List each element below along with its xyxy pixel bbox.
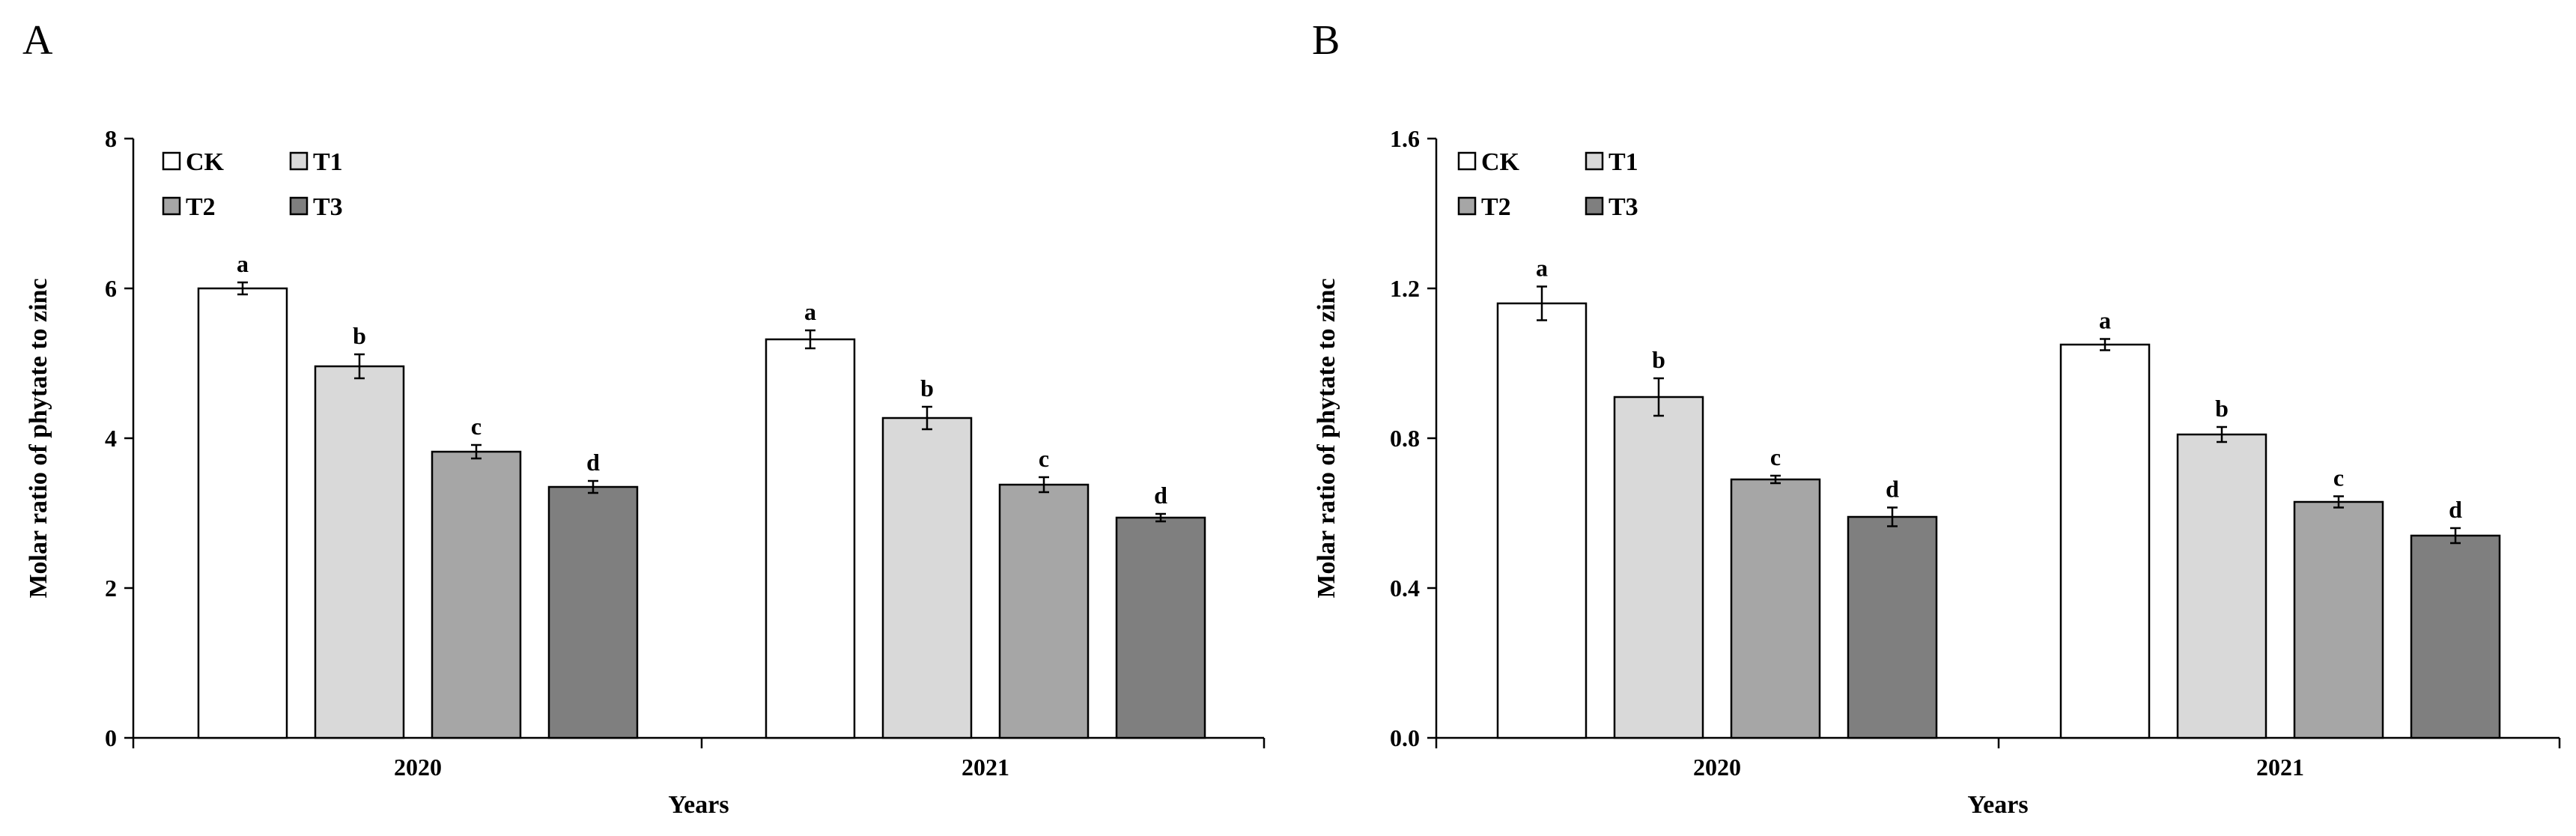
bar-ck-2021 (765, 338, 856, 739)
bar-t1-2020 (314, 365, 405, 739)
y-axis-title: Molar ratio of phytate to zinc (25, 278, 52, 598)
bar-t3-2021 (2410, 534, 2501, 739)
x-axis-title: Years (1967, 791, 2028, 819)
y-tick-label: 6 (105, 275, 117, 302)
bar-t1-2021 (881, 417, 973, 739)
legend-label-ck: CK (186, 148, 225, 176)
significance-letter: b (920, 375, 934, 402)
panel-letter: B (1312, 17, 1340, 64)
bar-t2-2020 (1730, 478, 1821, 739)
panel-b: B 0.0 0.4 0.8 1.2 1.6 2020 2021 Years Molar ratio… (1312, 17, 2561, 819)
bar-t3-2021 (1115, 516, 1206, 739)
y-tick-label: 2 (105, 575, 117, 602)
legend-label-t1: T1 (1609, 148, 1638, 176)
legend-swatch-t2 (162, 196, 181, 216)
legend-label-t2: T2 (1481, 193, 1511, 221)
bar-t2-2020 (431, 450, 522, 739)
significance-letter: a (2099, 307, 2111, 334)
significance-letter: a (1536, 255, 1548, 282)
legend-label-t1: T1 (313, 148, 343, 176)
y-tick-label: 0 (105, 724, 117, 751)
y-tick-label: 1.2 (1390, 275, 1420, 302)
x-tick-label: 2020 (394, 754, 442, 781)
legend-label-t3: T3 (313, 193, 343, 221)
bar-t2-2021 (998, 483, 1090, 739)
significance-letter: b (1652, 346, 1665, 373)
significance-letter: d (1886, 476, 1899, 503)
significance-letter: c (1039, 445, 1049, 472)
panel-letter: A (22, 17, 53, 64)
x-tick-label: 2021 (962, 754, 1009, 781)
y-tick-label: 0.4 (1390, 575, 1420, 602)
legend-swatch-t1 (1585, 151, 1604, 171)
bar-t2-2021 (2293, 500, 2384, 739)
significance-letter: b (2215, 395, 2229, 422)
legend-swatch-ck (1457, 151, 1477, 171)
significance-letter: d (1154, 482, 1167, 509)
y-tick-label: 1.6 (1390, 125, 1420, 152)
y-tick-label: 0.8 (1390, 425, 1420, 452)
bar-t1-2020 (1613, 396, 1704, 739)
bar-t3-2020 (1847, 515, 1938, 739)
legend-label-ck: CK (1481, 148, 1520, 176)
significance-letter: c (2333, 464, 2344, 491)
legend-swatch-t1 (289, 151, 309, 171)
legend-swatch-t3 (1585, 196, 1604, 216)
significance-letter: a (237, 250, 249, 277)
bar-ck-2021 (2059, 343, 2151, 739)
legend-label-t3: T3 (1609, 193, 1638, 221)
panel-a: A 0 2 4 6 8 2020 2021 Years Molar ratio of phytat… (22, 17, 1266, 819)
legend-swatch-ck (162, 151, 181, 171)
x-tick-label: 2021 (2256, 754, 2304, 781)
significance-letter: a (804, 298, 816, 325)
bar-ck-2020 (197, 287, 288, 739)
bar-t3-2020 (547, 485, 639, 739)
legend-swatch-t2 (1457, 196, 1477, 216)
significance-letter: d (2449, 496, 2462, 523)
legend-label-t2: T2 (186, 193, 216, 221)
x-tick-label: 2020 (1693, 754, 1741, 781)
significance-letter: c (1770, 443, 1781, 470)
significance-letter: c (471, 413, 482, 440)
bar-t1-2021 (2176, 433, 2267, 739)
significance-letter: d (586, 449, 600, 476)
significance-letter: b (353, 322, 366, 349)
y-tick-label: 0.0 (1390, 724, 1420, 751)
legend-swatch-t3 (289, 196, 309, 216)
y-axis-title: Molar ratio of phytate to zinc (1313, 278, 1340, 598)
bar-ck-2020 (1496, 302, 1588, 739)
y-tick-label: 8 (105, 125, 117, 152)
x-axis-title: Years (668, 791, 729, 819)
y-tick-label: 4 (105, 425, 117, 452)
